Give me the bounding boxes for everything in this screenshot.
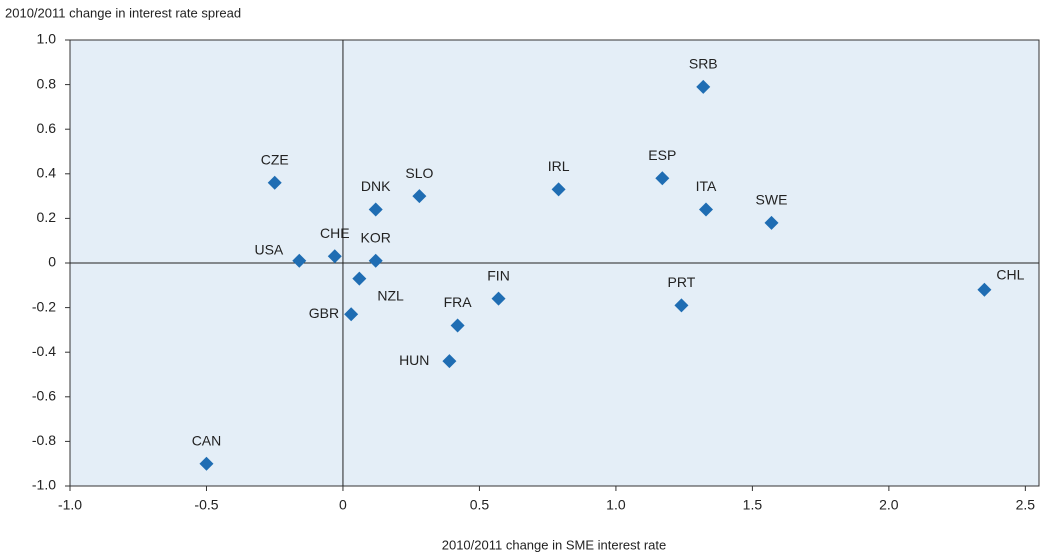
point bbox=[491, 291, 506, 306]
point bbox=[368, 253, 383, 268]
y-tick-label: -1.0 bbox=[32, 477, 56, 493]
point-label: CHL bbox=[996, 266, 1024, 282]
y-tick-label: 1.0 bbox=[37, 31, 57, 47]
x-tick-label: 2.0 bbox=[879, 497, 899, 513]
point-label: SLO bbox=[405, 165, 433, 181]
y-axis-title: 2010/2011 change in interest rate spread bbox=[5, 5, 241, 20]
point bbox=[412, 189, 427, 204]
y-tick-label: 0.2 bbox=[37, 209, 57, 225]
point bbox=[551, 182, 566, 197]
y-tick-label: -0.8 bbox=[32, 432, 56, 448]
y-tick-label: 0.6 bbox=[37, 120, 57, 136]
x-tick-label: 2.5 bbox=[1016, 497, 1036, 513]
point bbox=[696, 79, 711, 94]
point-label: USA bbox=[254, 241, 283, 257]
y-tick-label: 0 bbox=[48, 254, 56, 270]
point-label: HUN bbox=[399, 352, 429, 368]
x-tick-label: 1.0 bbox=[606, 497, 626, 513]
point bbox=[199, 456, 214, 471]
point-label: ESP bbox=[648, 147, 676, 163]
point-label: PRT bbox=[668, 274, 696, 290]
x-tick-label: -1.0 bbox=[58, 497, 82, 513]
point bbox=[352, 271, 367, 286]
y-tick-label: 0.8 bbox=[37, 75, 57, 91]
point-label: GBR bbox=[309, 305, 339, 321]
point bbox=[977, 282, 992, 297]
point-label: DNK bbox=[361, 178, 391, 194]
point bbox=[698, 202, 713, 217]
y-tick-label: -0.2 bbox=[32, 298, 56, 314]
point-label: CAN bbox=[192, 432, 222, 448]
x-tick-label: -0.5 bbox=[194, 497, 218, 513]
point-label: ITA bbox=[696, 178, 717, 194]
x-tick-label: 1.5 bbox=[743, 497, 763, 513]
point-label: FIN bbox=[487, 267, 510, 283]
point bbox=[442, 354, 457, 369]
point bbox=[344, 307, 359, 322]
point bbox=[764, 215, 779, 230]
point bbox=[674, 298, 689, 313]
y-tick-label: 0.4 bbox=[37, 165, 57, 181]
point-label: IRL bbox=[548, 158, 570, 174]
y-tick-label: -0.4 bbox=[32, 343, 56, 359]
point bbox=[292, 253, 307, 268]
y-tick-label: -0.6 bbox=[32, 388, 56, 404]
point-label: NZL bbox=[377, 287, 404, 303]
point bbox=[267, 175, 282, 190]
point bbox=[327, 249, 342, 264]
point-label: SWE bbox=[756, 192, 788, 208]
point bbox=[655, 171, 670, 186]
point bbox=[450, 318, 465, 333]
point-label: FRA bbox=[444, 294, 473, 310]
point bbox=[368, 202, 383, 217]
x-axis-title: 2010/2011 change in SME interest rate bbox=[442, 537, 667, 552]
point-label: SRB bbox=[689, 56, 718, 72]
point-label: KOR bbox=[361, 229, 391, 245]
point-label: CZE bbox=[261, 151, 289, 167]
x-tick-label: 0 bbox=[339, 497, 347, 513]
point-label: CHE bbox=[320, 225, 350, 241]
x-tick-label: 0.5 bbox=[470, 497, 490, 513]
